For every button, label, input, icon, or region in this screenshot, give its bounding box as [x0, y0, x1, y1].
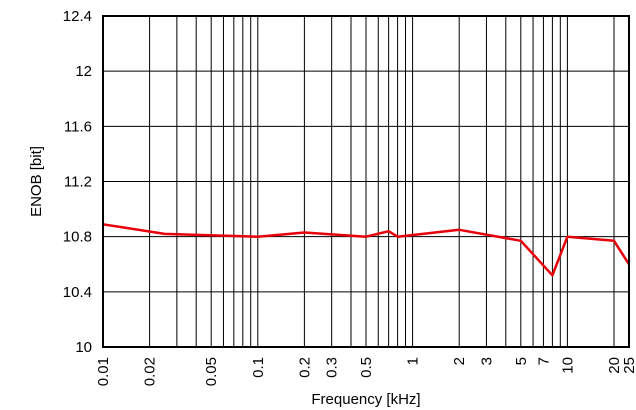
y-tick-label: 10.8: [63, 229, 92, 246]
x-tick-label: 20: [606, 357, 623, 374]
x-tick-label: 0.2: [296, 357, 313, 378]
y-tick-label: 11.6: [64, 118, 92, 135]
y-tick-label: 10: [75, 339, 92, 356]
x-tick-label: 0.5: [358, 357, 375, 378]
x-tick-label: 0.1: [250, 357, 267, 378]
y-tick-label: 12.4: [63, 8, 92, 25]
x-tick-label: 7: [535, 357, 552, 365]
x-tick-label: 3: [478, 357, 495, 365]
x-tick-label: 0.02: [142, 357, 159, 386]
series-layer: [102, 223, 631, 277]
x-tick-label: 1: [405, 357, 422, 365]
x-tick-label: 10: [559, 357, 576, 374]
y-tick-label: 12: [75, 63, 92, 80]
x-tick-label: 0.01: [95, 357, 112, 386]
y-tick-label: 10.4: [63, 284, 92, 301]
plot-frame: [102, 15, 630, 348]
x-tick-label: 5: [513, 357, 530, 365]
y-tick-label: 11.2: [64, 174, 92, 191]
series-line-0: [102, 223, 631, 277]
x-tick-label: 0.3: [324, 357, 341, 378]
x-axis-title: Frequency [kHz]: [311, 391, 420, 408]
y-axis-title: ENOB [bit]: [28, 146, 45, 217]
x-tick-label: 2: [451, 357, 468, 365]
x-tick-label: 25: [621, 357, 636, 374]
y-tick-labels: 10 10.4 10.8 11.2 11.6 12 12.4: [63, 8, 92, 356]
x-tick-label: 0.05: [203, 357, 220, 386]
